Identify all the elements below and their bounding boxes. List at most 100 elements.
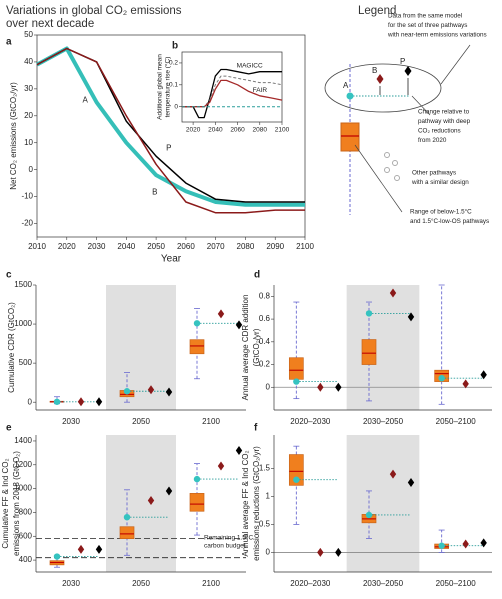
legend-marker-p [404, 66, 412, 76]
marker [335, 382, 342, 392]
panel-letter: e [6, 423, 12, 434]
legend-note: for the set of three pathways [388, 22, 467, 29]
x-tick-label: 2030–2050 [363, 417, 404, 426]
x-tick-label: 2050–2100 [436, 417, 477, 426]
legend-other [392, 160, 398, 166]
x-tick-label: 2040 [117, 242, 135, 251]
y-tick-label: 50 [24, 30, 33, 39]
y-tick-label: 0 [266, 548, 271, 557]
legend-note: Range of below-1.5°C [410, 208, 472, 216]
highlight-band [346, 285, 420, 410]
marker [389, 288, 397, 298]
series-label: A [83, 95, 89, 104]
y-tick-label: 0.8 [259, 291, 271, 300]
legend-label: A [343, 81, 349, 90]
legend-box [340, 122, 360, 152]
y-tick-label: -10 [21, 192, 33, 201]
x-tick-label: 2020 [58, 242, 76, 251]
y-tick-label: 1200 [14, 460, 32, 469]
line-series [36, 47, 305, 214]
legend-note: with near-term emissions variations [387, 32, 487, 39]
marker [235, 320, 243, 330]
box [189, 339, 205, 355]
marker [53, 553, 61, 560]
marker [235, 445, 243, 455]
marker [335, 547, 342, 557]
series-label: B [152, 187, 157, 196]
x-tick-label: 2080 [237, 242, 255, 251]
legend-notes: Data from the same model for the set of t… [387, 13, 489, 226]
marker [217, 309, 225, 319]
marker [480, 370, 487, 380]
panel-letter: b [172, 41, 178, 52]
legend-note: from 2020 [418, 137, 447, 144]
marker [123, 514, 131, 521]
x-tick-label: 2030 [62, 417, 80, 426]
legend-note: pathway with deep [418, 118, 471, 125]
legend-note: and 1.5°C-low-OS pathways [410, 217, 489, 225]
y-axis-label: Annual average CDR addition [241, 295, 250, 401]
legend-title: Legend [358, 5, 396, 17]
box [189, 493, 205, 512]
y-tick-label: 10 [24, 138, 33, 147]
legend-label: B [372, 66, 377, 75]
x-tick-label: 2060 [230, 127, 245, 134]
x-tick-label: 2090 [266, 242, 284, 251]
series-label: MAGICC [237, 63, 263, 70]
marker [95, 544, 103, 554]
x-tick-label: 2080 [253, 127, 268, 134]
marker [77, 544, 85, 554]
x-tick-label: 2020–2030 [290, 579, 331, 588]
legend-marker-b [376, 74, 384, 84]
x-tick-label: 2040 [208, 127, 223, 134]
y-tick-label: 0.2 [259, 360, 271, 369]
x-tick-label: 2070 [207, 242, 225, 251]
y-tick-label: 0.2 [169, 60, 178, 67]
y-tick-label: 20 [24, 111, 33, 120]
y-tick-label: -20 [21, 219, 33, 228]
marker [77, 397, 85, 407]
x-axis-label: Year [161, 254, 182, 265]
x-tick-label: 2030 [62, 579, 80, 588]
figure-title: over next decade [6, 18, 94, 30]
panel-letter: d [254, 270, 260, 281]
marker [365, 310, 373, 317]
y-axis-label: emissions from 2018 (GtCO₂) [12, 451, 21, 556]
y-tick-label: 0 [174, 103, 178, 110]
legend-other [384, 167, 390, 173]
y-tick-label: 1000 [14, 484, 32, 493]
x-tick-label: 2060 [177, 242, 195, 251]
x-tick-label: 2020–2030 [290, 417, 331, 426]
marker [438, 542, 445, 549]
y-tick-label: 1000 [14, 319, 32, 328]
marker [123, 388, 131, 395]
legend-schematic: A B P [324, 44, 471, 215]
box [288, 454, 304, 486]
marker [165, 387, 173, 397]
y-tick-label: 0 [266, 382, 271, 391]
legend-note: CO₂ reductions [418, 128, 461, 135]
y-axis-label: temperature rise (°C) [164, 57, 172, 118]
box [288, 357, 304, 380]
y-tick-label: 600 [19, 531, 33, 540]
marker [389, 469, 397, 479]
y-tick-label: 1500 [14, 280, 32, 289]
legend-marker-a [346, 92, 354, 100]
marker [193, 475, 201, 483]
box [361, 339, 377, 365]
x-tick-label: 2100 [202, 417, 220, 426]
marker [193, 320, 201, 327]
x-tick-label: 2100 [202, 579, 220, 588]
x-tick-label: 2050–2100 [436, 579, 477, 588]
marker [53, 398, 61, 405]
y-axis-label: emissions reductions (GtCO₂/yr) [252, 446, 261, 561]
y-tick-label: 400 [19, 555, 33, 564]
legend-other [384, 152, 390, 158]
x-tick-label: 2020 [186, 127, 201, 134]
legend-pointer [354, 144, 403, 213]
plot-frame [181, 51, 283, 123]
marker [95, 397, 103, 407]
y-axis-label: Annual average FF & Ind CO₂ [241, 450, 250, 556]
y-tick-label: 0.1 [169, 82, 178, 89]
